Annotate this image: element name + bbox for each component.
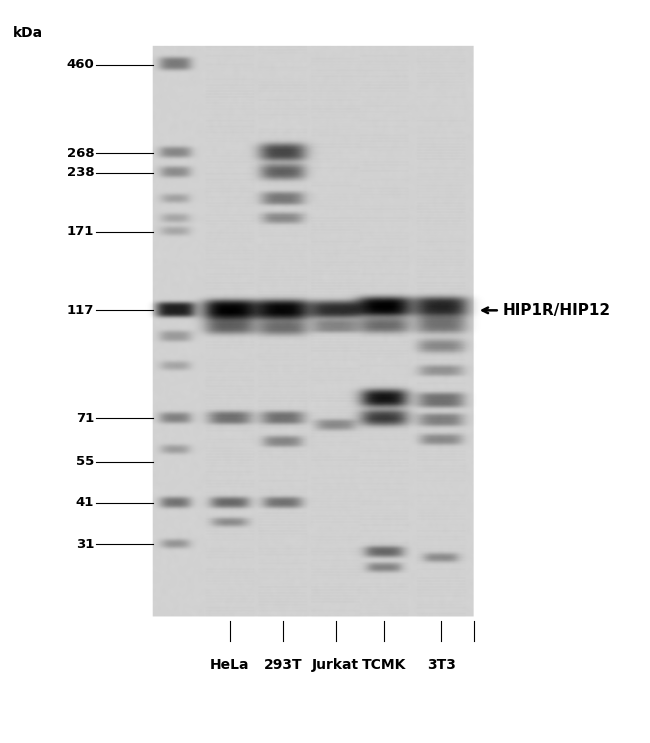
Text: TCMK: TCMK [362,658,406,672]
Text: 3T3: 3T3 [427,658,456,672]
Text: HIP1R/HIP12: HIP1R/HIP12 [503,303,611,318]
Text: kDa: kDa [13,26,43,40]
Text: 238: 238 [66,166,94,179]
Text: 460: 460 [66,58,94,71]
Text: 41: 41 [76,496,94,510]
Text: 117: 117 [67,304,94,317]
Text: 71: 71 [76,412,94,425]
Text: HeLa: HeLa [210,658,250,672]
Text: 268: 268 [66,146,94,160]
Text: 171: 171 [67,225,94,239]
Text: 55: 55 [76,455,94,468]
Text: Jurkat: Jurkat [312,658,359,672]
Text: 293T: 293T [263,658,302,672]
Text: 31: 31 [76,538,94,551]
